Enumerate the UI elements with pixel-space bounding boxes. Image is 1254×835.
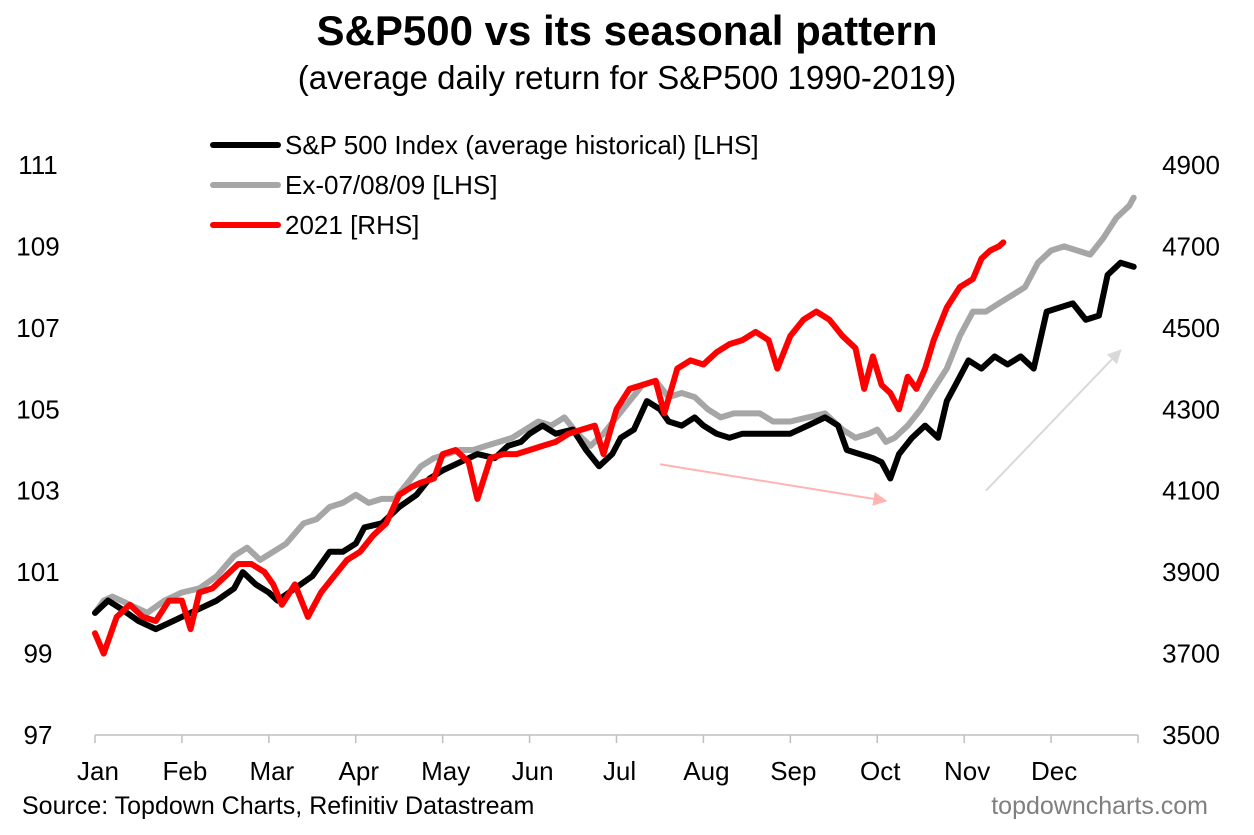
x-tick-label: Oct bbox=[860, 756, 901, 786]
y-left-tick-label: 111 bbox=[18, 150, 58, 180]
legend-label: S&P 500 Index (average historical) [LHS] bbox=[285, 130, 759, 160]
y-right-tick-label: 4900 bbox=[1162, 150, 1220, 180]
y-right-tick-label: 3900 bbox=[1162, 557, 1220, 587]
y-left-tick-label: 109 bbox=[16, 231, 59, 261]
x-tick-label: Apr bbox=[339, 756, 380, 786]
x-tick-label: Jan bbox=[77, 756, 119, 786]
y-right-tick-label: 3500 bbox=[1162, 720, 1220, 750]
legend: S&P 500 Index (average historical) [LHS]… bbox=[210, 130, 759, 240]
trend-arrows bbox=[659, 349, 1122, 506]
x-tick-label: Mar bbox=[249, 756, 294, 786]
x-tick-label: Aug bbox=[683, 756, 729, 786]
axes: Jan Feb Mar Apr May Jun Jul Aug Sep Oct Nov Dec 97 99… bbox=[16, 150, 1220, 786]
y-right-tick-label: 4700 bbox=[1162, 231, 1220, 261]
x-tick-label: Dec bbox=[1031, 756, 1077, 786]
brand-label: topdowncharts.com bbox=[991, 792, 1208, 820]
trend-arrow bbox=[659, 463, 888, 506]
y-left-tick-label: 101 bbox=[16, 557, 59, 587]
series-2021-line bbox=[92, 239, 1007, 657]
series-sp500-average-line bbox=[92, 259, 1137, 633]
x-tick-label: Jun bbox=[512, 756, 554, 786]
y-left-tick-label: 107 bbox=[16, 313, 59, 343]
x-tick-label: Jul bbox=[603, 756, 636, 786]
x-tick-label: Nov bbox=[944, 756, 990, 786]
chart-subtitle: (average daily return for S&P500 1990-20… bbox=[297, 59, 957, 96]
series-ex-070809-line bbox=[92, 194, 1137, 616]
x-tick-label: May bbox=[421, 756, 470, 786]
y-right-tick-label: 4500 bbox=[1162, 313, 1220, 343]
trend-arrow bbox=[985, 349, 1122, 492]
source-note: Source: Topdown Charts, Refinitiv Datast… bbox=[22, 792, 535, 820]
series-lines bbox=[92, 194, 1137, 657]
y-left-tick-label: 99 bbox=[24, 639, 53, 669]
x-tick-label: Feb bbox=[163, 756, 208, 786]
x-tick-label: Sep bbox=[770, 756, 816, 786]
y-right-tick-label: 4100 bbox=[1162, 476, 1220, 506]
y-right-tick-label: 4300 bbox=[1162, 394, 1220, 424]
chart-title: S&P500 vs its seasonal pattern bbox=[316, 7, 938, 54]
legend-label: Ex-07/08/09 [LHS] bbox=[285, 170, 497, 200]
y-right-tick-label: 3700 bbox=[1162, 639, 1220, 669]
legend-label: 2021 [RHS] bbox=[285, 210, 419, 240]
y-left-tick-label: 97 bbox=[24, 720, 53, 750]
y-left-tick-label: 103 bbox=[16, 476, 59, 506]
y-left-tick-label: 105 bbox=[16, 394, 59, 424]
